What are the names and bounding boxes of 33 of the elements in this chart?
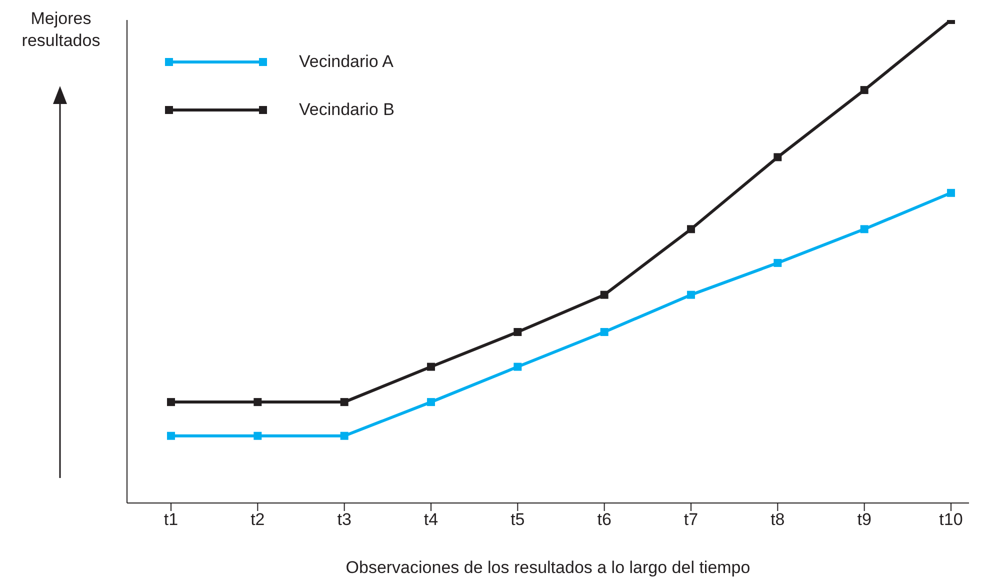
point bbox=[687, 225, 695, 234]
x-tick-label: t1 bbox=[164, 510, 178, 530]
point bbox=[427, 398, 435, 406]
x-tick-label: t2 bbox=[250, 510, 265, 530]
point bbox=[774, 153, 782, 162]
point bbox=[514, 362, 522, 371]
x-axis-title: Observaciones de los resultados a lo largo del tiempo bbox=[346, 558, 750, 577]
point bbox=[947, 188, 955, 197]
point bbox=[167, 432, 175, 440]
x-tick-label: t10 bbox=[939, 510, 963, 530]
x-tick-label: t4 bbox=[424, 510, 438, 530]
point bbox=[860, 86, 868, 94]
x-tick-label: t5 bbox=[510, 510, 525, 530]
text: Mejores resultados bbox=[20, 8, 102, 52]
x-tick-label: t9 bbox=[857, 510, 872, 530]
x-tick-label: t8 bbox=[770, 510, 785, 530]
point bbox=[340, 432, 348, 440]
point bbox=[254, 432, 262, 440]
x-tick-label: t7 bbox=[684, 510, 698, 530]
point bbox=[600, 328, 608, 336]
point bbox=[514, 328, 522, 336]
point bbox=[600, 290, 608, 299]
x-tick-label: t6 bbox=[597, 510, 612, 530]
legend-label: Vecindario A bbox=[299, 52, 394, 72]
point bbox=[687, 290, 695, 299]
point bbox=[427, 362, 435, 371]
point bbox=[340, 398, 348, 406]
point bbox=[774, 258, 782, 267]
point bbox=[860, 225, 868, 234]
point bbox=[254, 398, 262, 406]
point bbox=[167, 398, 175, 406]
legend-label: Vecindario B bbox=[299, 100, 394, 120]
x-tick-label: t3 bbox=[337, 510, 352, 530]
